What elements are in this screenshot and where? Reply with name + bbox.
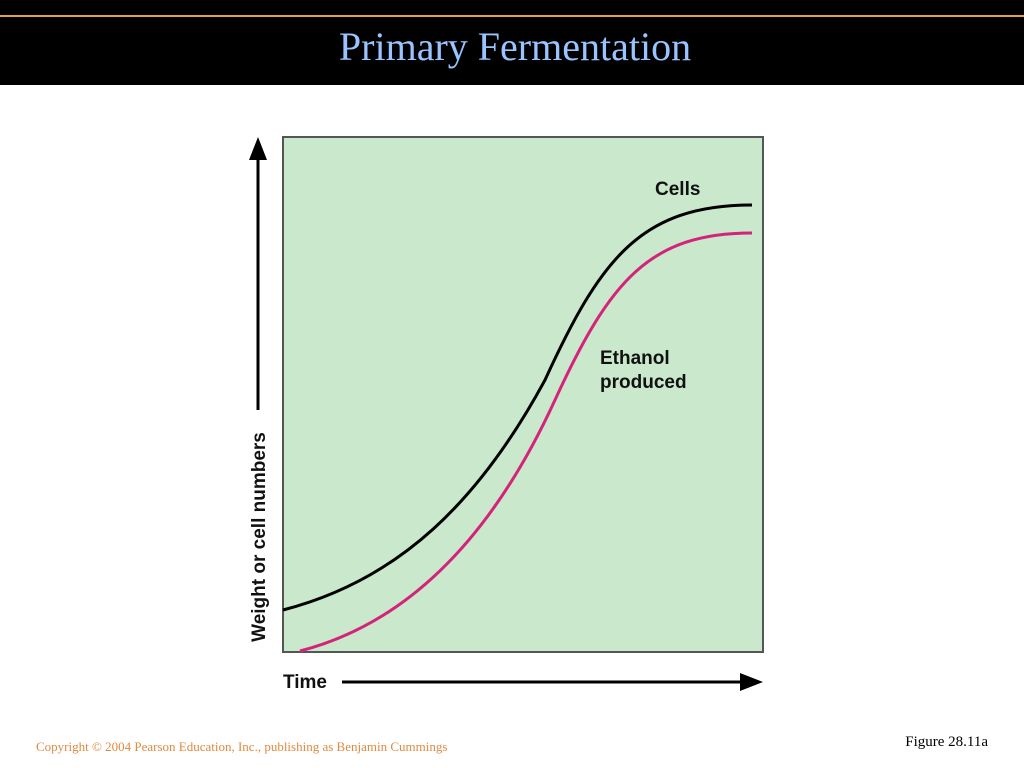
- curve-label: Cells: [655, 179, 700, 200]
- copyright: Copyright © 2004 Pearson Education, Inc.…: [36, 739, 447, 754]
- x-arrowhead: [740, 673, 763, 691]
- title: Primary Fermentation: [339, 24, 691, 69]
- x-axis-label: Time: [283, 672, 327, 693]
- curve-label: Ethanol: [600, 348, 670, 369]
- figure-ref: Figure 28.11a: [905, 734, 988, 750]
- plot-area: [282, 136, 764, 653]
- header-bar: [0, 0, 1024, 85]
- ethanol-curve: [299, 231, 753, 653]
- y-axis-label: Weight or cell numbers: [249, 432, 270, 642]
- y-arrowhead: [249, 137, 267, 160]
- cells-curve: [282, 203, 753, 612]
- curve-label: produced: [600, 372, 687, 393]
